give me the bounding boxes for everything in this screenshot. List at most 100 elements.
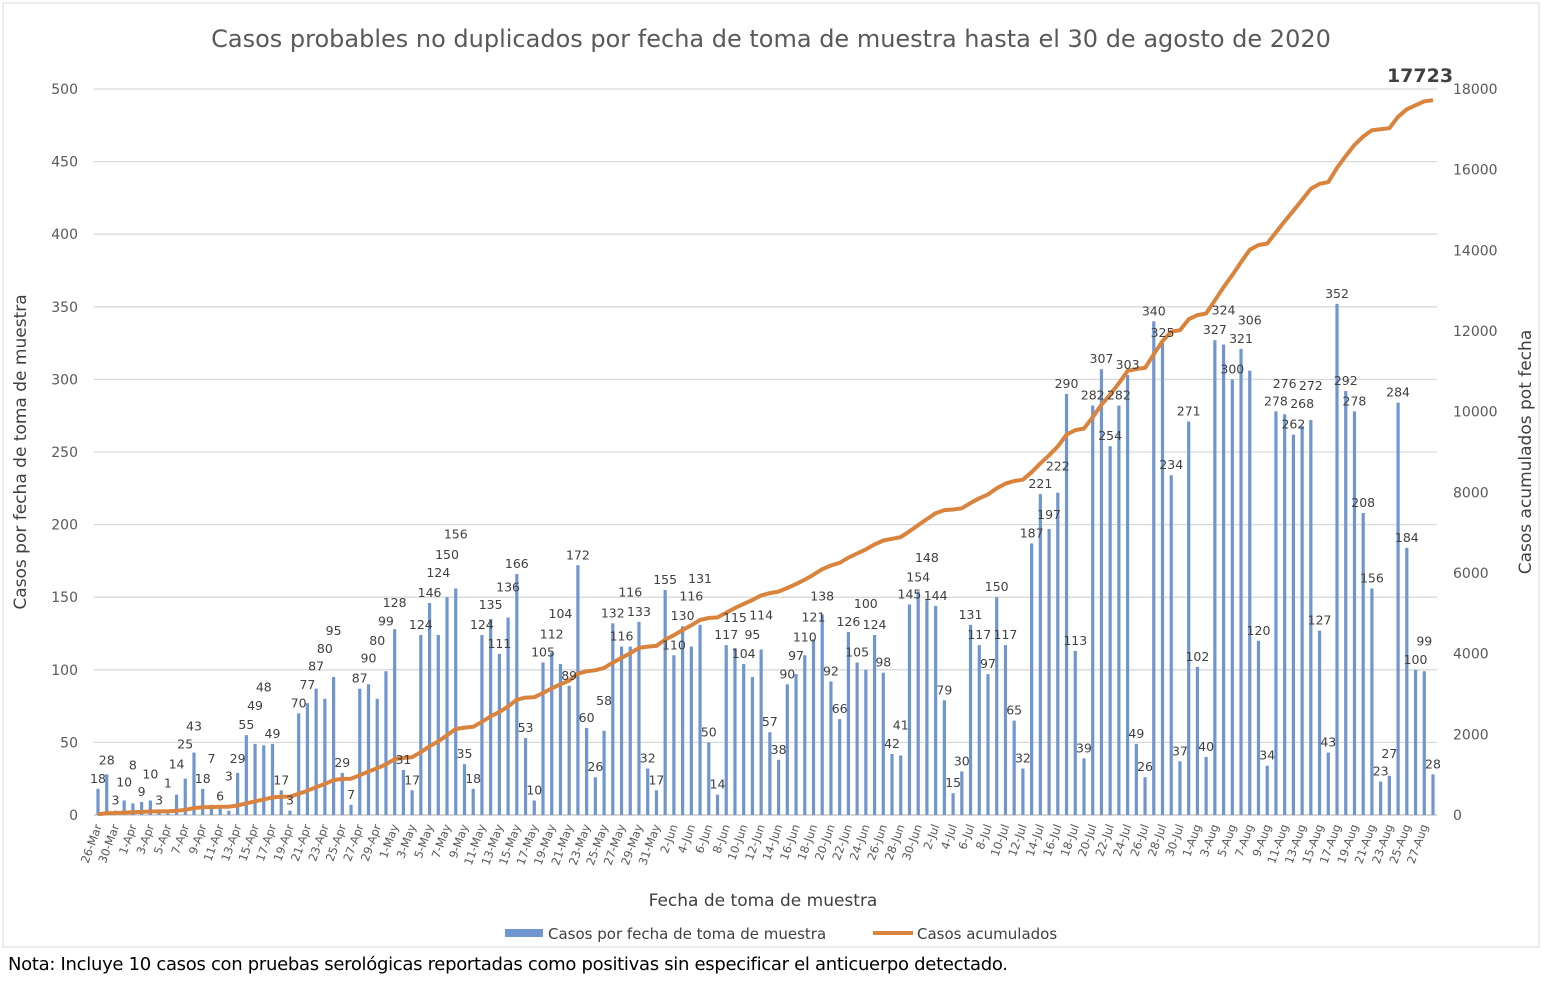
data-label: 324 <box>1212 303 1236 318</box>
bar <box>323 698 327 815</box>
data-label: 26 <box>1137 759 1153 774</box>
bar <box>401 769 405 815</box>
data-label: 100 <box>1404 652 1428 667</box>
bar <box>393 629 397 815</box>
chart-title: Casos probables no duplicados por fecha … <box>211 25 1331 53</box>
bar <box>218 806 222 815</box>
bar <box>654 790 659 815</box>
bar <box>419 634 423 815</box>
data-label: 112 <box>540 626 564 641</box>
bar <box>768 732 772 815</box>
data-label: 25 <box>177 737 193 752</box>
data-label: 276 <box>1273 376 1297 391</box>
bar <box>585 727 589 815</box>
y2-tick-label: 14000 <box>1453 243 1498 259</box>
data-label: 89 <box>561 668 577 683</box>
bar <box>131 803 135 815</box>
y2-axis-label: Casos acumulados pot fecha <box>1516 330 1536 575</box>
data-label: 135 <box>479 597 503 612</box>
bar <box>1056 492 1060 815</box>
bar <box>410 790 414 815</box>
data-label: 340 <box>1142 303 1166 318</box>
bar <box>707 742 711 815</box>
bar <box>1108 446 1112 815</box>
bar <box>1152 321 1156 815</box>
bar <box>436 634 440 815</box>
data-label: 30 <box>954 753 970 768</box>
bar <box>733 648 737 815</box>
bar <box>1038 494 1042 815</box>
bar <box>637 621 641 815</box>
bar <box>576 565 580 815</box>
bar <box>454 588 458 815</box>
y-tick-label: 50 <box>60 735 78 751</box>
data-label: 32 <box>640 751 656 766</box>
data-label: 132 <box>601 605 625 620</box>
data-label: 95 <box>744 627 760 642</box>
bar <box>864 669 868 815</box>
data-label: 10 <box>526 782 542 797</box>
bar <box>471 788 475 815</box>
data-label: 87 <box>352 671 368 686</box>
data-label: 49 <box>265 726 281 741</box>
bar <box>811 639 816 815</box>
data-label: 28 <box>1425 756 1441 771</box>
bar <box>506 617 510 815</box>
data-label: 148 <box>915 550 939 565</box>
data-label: 268 <box>1290 396 1314 411</box>
data-label: 27 <box>1381 746 1397 761</box>
data-label: 146 <box>418 585 442 600</box>
data-label: 79 <box>936 682 952 697</box>
data-label: 166 <box>505 556 529 571</box>
y2-tick-label: 8000 <box>1453 485 1489 501</box>
data-label: 3 <box>286 793 294 808</box>
bar <box>1256 640 1261 815</box>
bar <box>846 632 850 815</box>
bar <box>672 655 676 815</box>
data-label: 155 <box>653 572 677 587</box>
data-label: 154 <box>906 569 930 584</box>
data-label: 42 <box>884 736 900 751</box>
y-axis-label: Casos por fecha de toma de muestra <box>11 294 31 609</box>
data-label: 37 <box>1172 743 1188 758</box>
bar <box>803 655 807 815</box>
bar <box>611 623 615 815</box>
bar <box>1431 774 1435 815</box>
bar <box>1073 650 1077 815</box>
bar <box>523 738 528 815</box>
bar <box>619 646 624 815</box>
bar <box>462 764 467 815</box>
data-label: 136 <box>496 580 520 595</box>
data-label: 50 <box>701 724 717 739</box>
data-label: 17 <box>648 772 664 787</box>
data-label: 66 <box>832 701 848 716</box>
data-label: 115 <box>723 610 747 625</box>
data-label: 117 <box>994 627 1018 642</box>
data-label: 98 <box>875 655 891 670</box>
bar <box>1291 434 1295 815</box>
data-label: 124 <box>409 617 433 632</box>
bar <box>349 804 353 815</box>
data-label: 77 <box>299 677 315 692</box>
legend: Casos por fecha de toma de muestra Casos… <box>505 925 1057 943</box>
bar <box>105 774 109 815</box>
y-tick-label: 500 <box>51 82 78 98</box>
data-label: 105 <box>845 645 869 660</box>
data-label: 254 <box>1098 428 1122 443</box>
data-label: 48 <box>256 679 272 694</box>
data-label: 3 <box>111 793 119 808</box>
legend-label-line: Casos acumulados <box>917 925 1057 943</box>
bar <box>1379 781 1383 815</box>
data-label: 208 <box>1351 495 1375 510</box>
bar <box>925 600 929 815</box>
y2-tick-label: 0 <box>1453 808 1462 824</box>
bar <box>1134 743 1138 815</box>
data-label: 29 <box>230 751 246 766</box>
bar <box>759 649 763 815</box>
bar <box>986 674 990 815</box>
bar <box>1047 528 1051 815</box>
bar <box>1091 405 1095 815</box>
data-label: 7 <box>207 751 215 766</box>
y-tick-label: 100 <box>51 663 78 679</box>
bar <box>593 777 597 815</box>
